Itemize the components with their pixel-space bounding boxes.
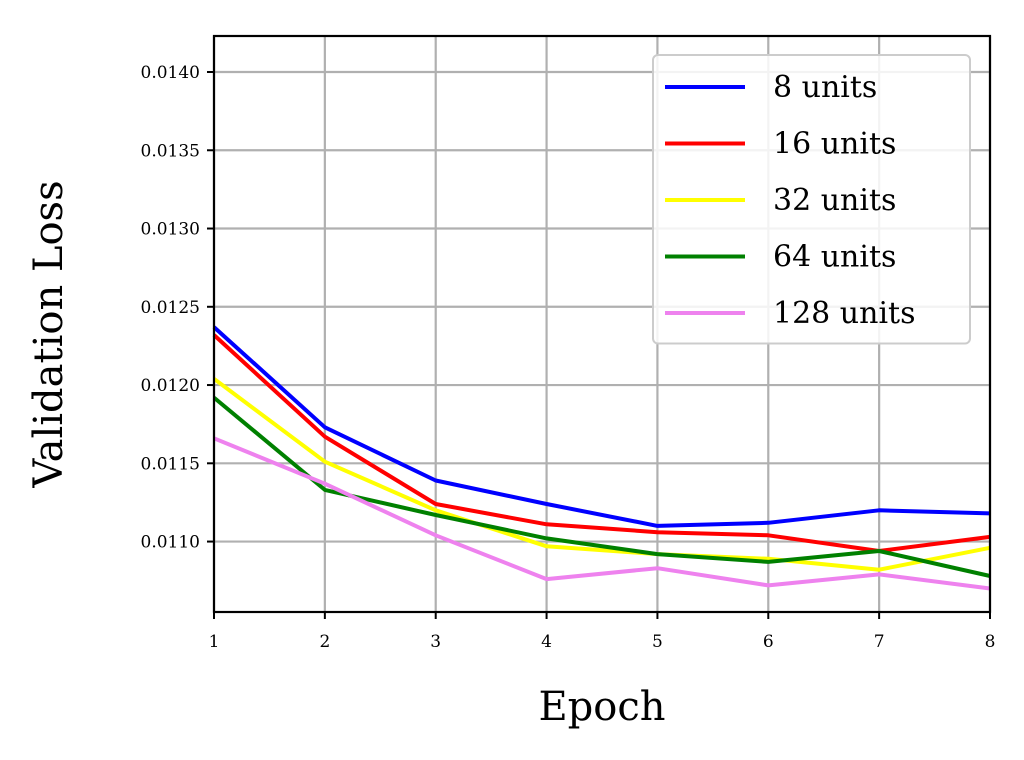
legend-label: 64 units [773,240,896,275]
series-line-16-units [212,333,991,553]
series-line-8-units [212,325,991,528]
x-tick-label: 6 [763,632,774,652]
y-tick-label: 0.0120 [141,376,200,396]
x-axis-label: Epoch [538,684,665,730]
x-tick-label: 3 [430,632,441,652]
x-tick-label: 7 [874,632,885,652]
x-tick-label: 1 [209,632,220,652]
legend-label: 32 units [773,183,896,218]
y-tick-label: 0.0135 [141,141,200,161]
y-tick-label: 0.0115 [141,454,200,474]
legend-label: 16 units [773,127,896,162]
series-lines [212,325,991,591]
series-line-32-units [212,377,991,572]
legend-box [652,54,971,345]
y-tick-label: 0.0110 [141,533,200,553]
legend-label: 8 units [773,70,877,105]
y-axis-label: Validation Loss [26,180,72,488]
series-line-128-units [213,436,991,591]
y-tick-label: 0.0140 [141,63,200,83]
x-tick-label: 4 [541,632,552,652]
x-tick-label: 8 [985,632,996,652]
plot-frame [212,34,992,614]
y-tick-label: 0.0130 [141,220,200,240]
legend-label: 128 units [773,296,916,331]
legend: 8 units 16 units 32 units 64 units 128 units [652,54,971,345]
x-tick-label: 2 [319,632,330,652]
y-tick-label: 0.0125 [141,298,200,318]
axis-ticks: 1 2 3 4 5 6 7 8 0.0110 0.0115 0.0120 0.0125 0.0130 0.… [141,63,996,652]
x-tick-label: 5 [652,632,663,652]
